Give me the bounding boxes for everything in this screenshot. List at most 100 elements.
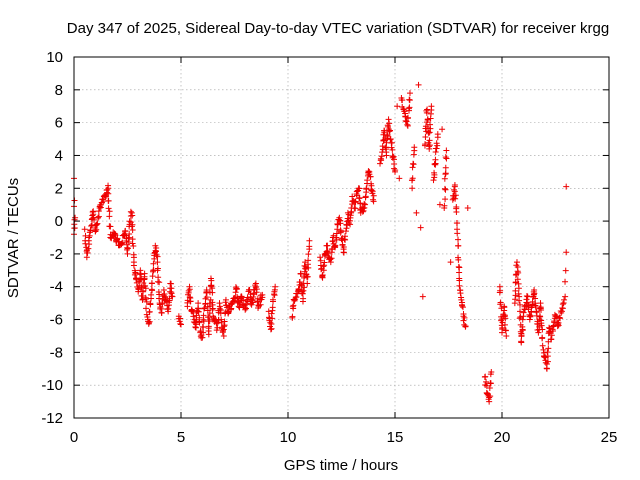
y-axis-label: SDTVAR / TECUs bbox=[5, 178, 22, 298]
data-point bbox=[221, 323, 228, 330]
data-point bbox=[453, 208, 460, 215]
data-point bbox=[126, 218, 133, 225]
data-point bbox=[219, 327, 226, 334]
data-point bbox=[441, 202, 448, 209]
data-point bbox=[535, 329, 542, 336]
data-point bbox=[368, 187, 375, 194]
data-point bbox=[137, 267, 144, 274]
data-point bbox=[512, 287, 519, 294]
data-point bbox=[190, 313, 197, 320]
data-point bbox=[305, 251, 312, 258]
y-tick-label: 6 bbox=[55, 115, 63, 132]
data-point bbox=[556, 315, 563, 322]
gridlines bbox=[74, 57, 609, 418]
data-point bbox=[563, 183, 570, 190]
data-point bbox=[154, 259, 161, 266]
data-point bbox=[325, 250, 332, 257]
data-point bbox=[548, 336, 555, 343]
data-point bbox=[257, 301, 264, 308]
data-point bbox=[405, 114, 412, 121]
data-point bbox=[450, 186, 457, 193]
data-point bbox=[104, 189, 111, 196]
data-point bbox=[501, 307, 508, 314]
x-tick-label: 20 bbox=[494, 429, 511, 446]
x-tick-labels: 0 5 10 15 20 25 bbox=[70, 429, 618, 446]
data-point bbox=[455, 242, 462, 249]
data-point bbox=[512, 279, 519, 286]
data-point bbox=[404, 121, 411, 128]
data-point bbox=[442, 164, 449, 171]
axis-ticks bbox=[73, 56, 610, 419]
data-point bbox=[143, 296, 149, 303]
data-point bbox=[417, 224, 424, 231]
data-point bbox=[391, 165, 398, 172]
data-point bbox=[392, 168, 398, 175]
data-point bbox=[158, 305, 165, 312]
y-tick-label: -4 bbox=[50, 279, 63, 296]
data-point bbox=[396, 175, 403, 182]
data-point bbox=[439, 126, 446, 133]
data-point bbox=[259, 291, 266, 298]
data-point bbox=[385, 116, 392, 123]
data-point bbox=[206, 310, 213, 317]
data-point bbox=[356, 195, 363, 202]
data-point bbox=[93, 221, 100, 228]
data-point bbox=[403, 118, 410, 125]
data-point bbox=[205, 314, 212, 321]
data-point bbox=[356, 185, 363, 192]
data-point bbox=[370, 198, 377, 205]
data-point bbox=[515, 269, 522, 276]
data-point bbox=[118, 241, 125, 248]
data-point bbox=[427, 121, 434, 128]
data-point bbox=[527, 313, 534, 320]
data-point bbox=[94, 220, 101, 227]
y-tick-label: -10 bbox=[41, 377, 63, 394]
data-point bbox=[160, 287, 167, 294]
data-point bbox=[220, 332, 227, 339]
data-point bbox=[386, 127, 393, 134]
data-point bbox=[563, 249, 570, 256]
data-point bbox=[426, 137, 433, 144]
data-point bbox=[456, 277, 463, 284]
data-point bbox=[268, 321, 275, 328]
data-point bbox=[186, 294, 193, 301]
data-point bbox=[443, 147, 450, 154]
data-point bbox=[406, 90, 413, 97]
data-point bbox=[250, 293, 257, 300]
data-point bbox=[442, 186, 449, 193]
data-point bbox=[106, 208, 113, 215]
data-point bbox=[205, 327, 212, 334]
data-point bbox=[209, 289, 216, 296]
data-point bbox=[199, 323, 206, 330]
data-point bbox=[124, 245, 131, 252]
data-point bbox=[321, 259, 328, 266]
data-point bbox=[200, 312, 207, 319]
data-point bbox=[404, 122, 411, 129]
data-point bbox=[551, 318, 558, 325]
y-tick-label: 0 bbox=[55, 213, 63, 230]
data-point bbox=[441, 185, 448, 192]
data-point bbox=[362, 201, 369, 208]
data-point bbox=[538, 320, 545, 327]
data-point bbox=[433, 145, 440, 152]
data-point bbox=[238, 294, 245, 301]
data-point bbox=[327, 256, 334, 263]
data-point bbox=[154, 267, 161, 274]
data-point bbox=[562, 278, 569, 285]
data-point bbox=[347, 221, 354, 228]
y-tick-label: -12 bbox=[41, 410, 63, 427]
data-point bbox=[487, 393, 494, 400]
data-point bbox=[206, 317, 213, 324]
data-point bbox=[129, 221, 136, 228]
data-point bbox=[399, 97, 406, 104]
data-point bbox=[529, 298, 536, 305]
data-point bbox=[539, 326, 546, 333]
data-point bbox=[523, 293, 530, 300]
data-point bbox=[150, 260, 157, 267]
data-point bbox=[457, 287, 464, 294]
data-point bbox=[177, 320, 184, 327]
data-point bbox=[105, 205, 112, 212]
data-point bbox=[152, 248, 159, 255]
data-point bbox=[460, 317, 467, 324]
